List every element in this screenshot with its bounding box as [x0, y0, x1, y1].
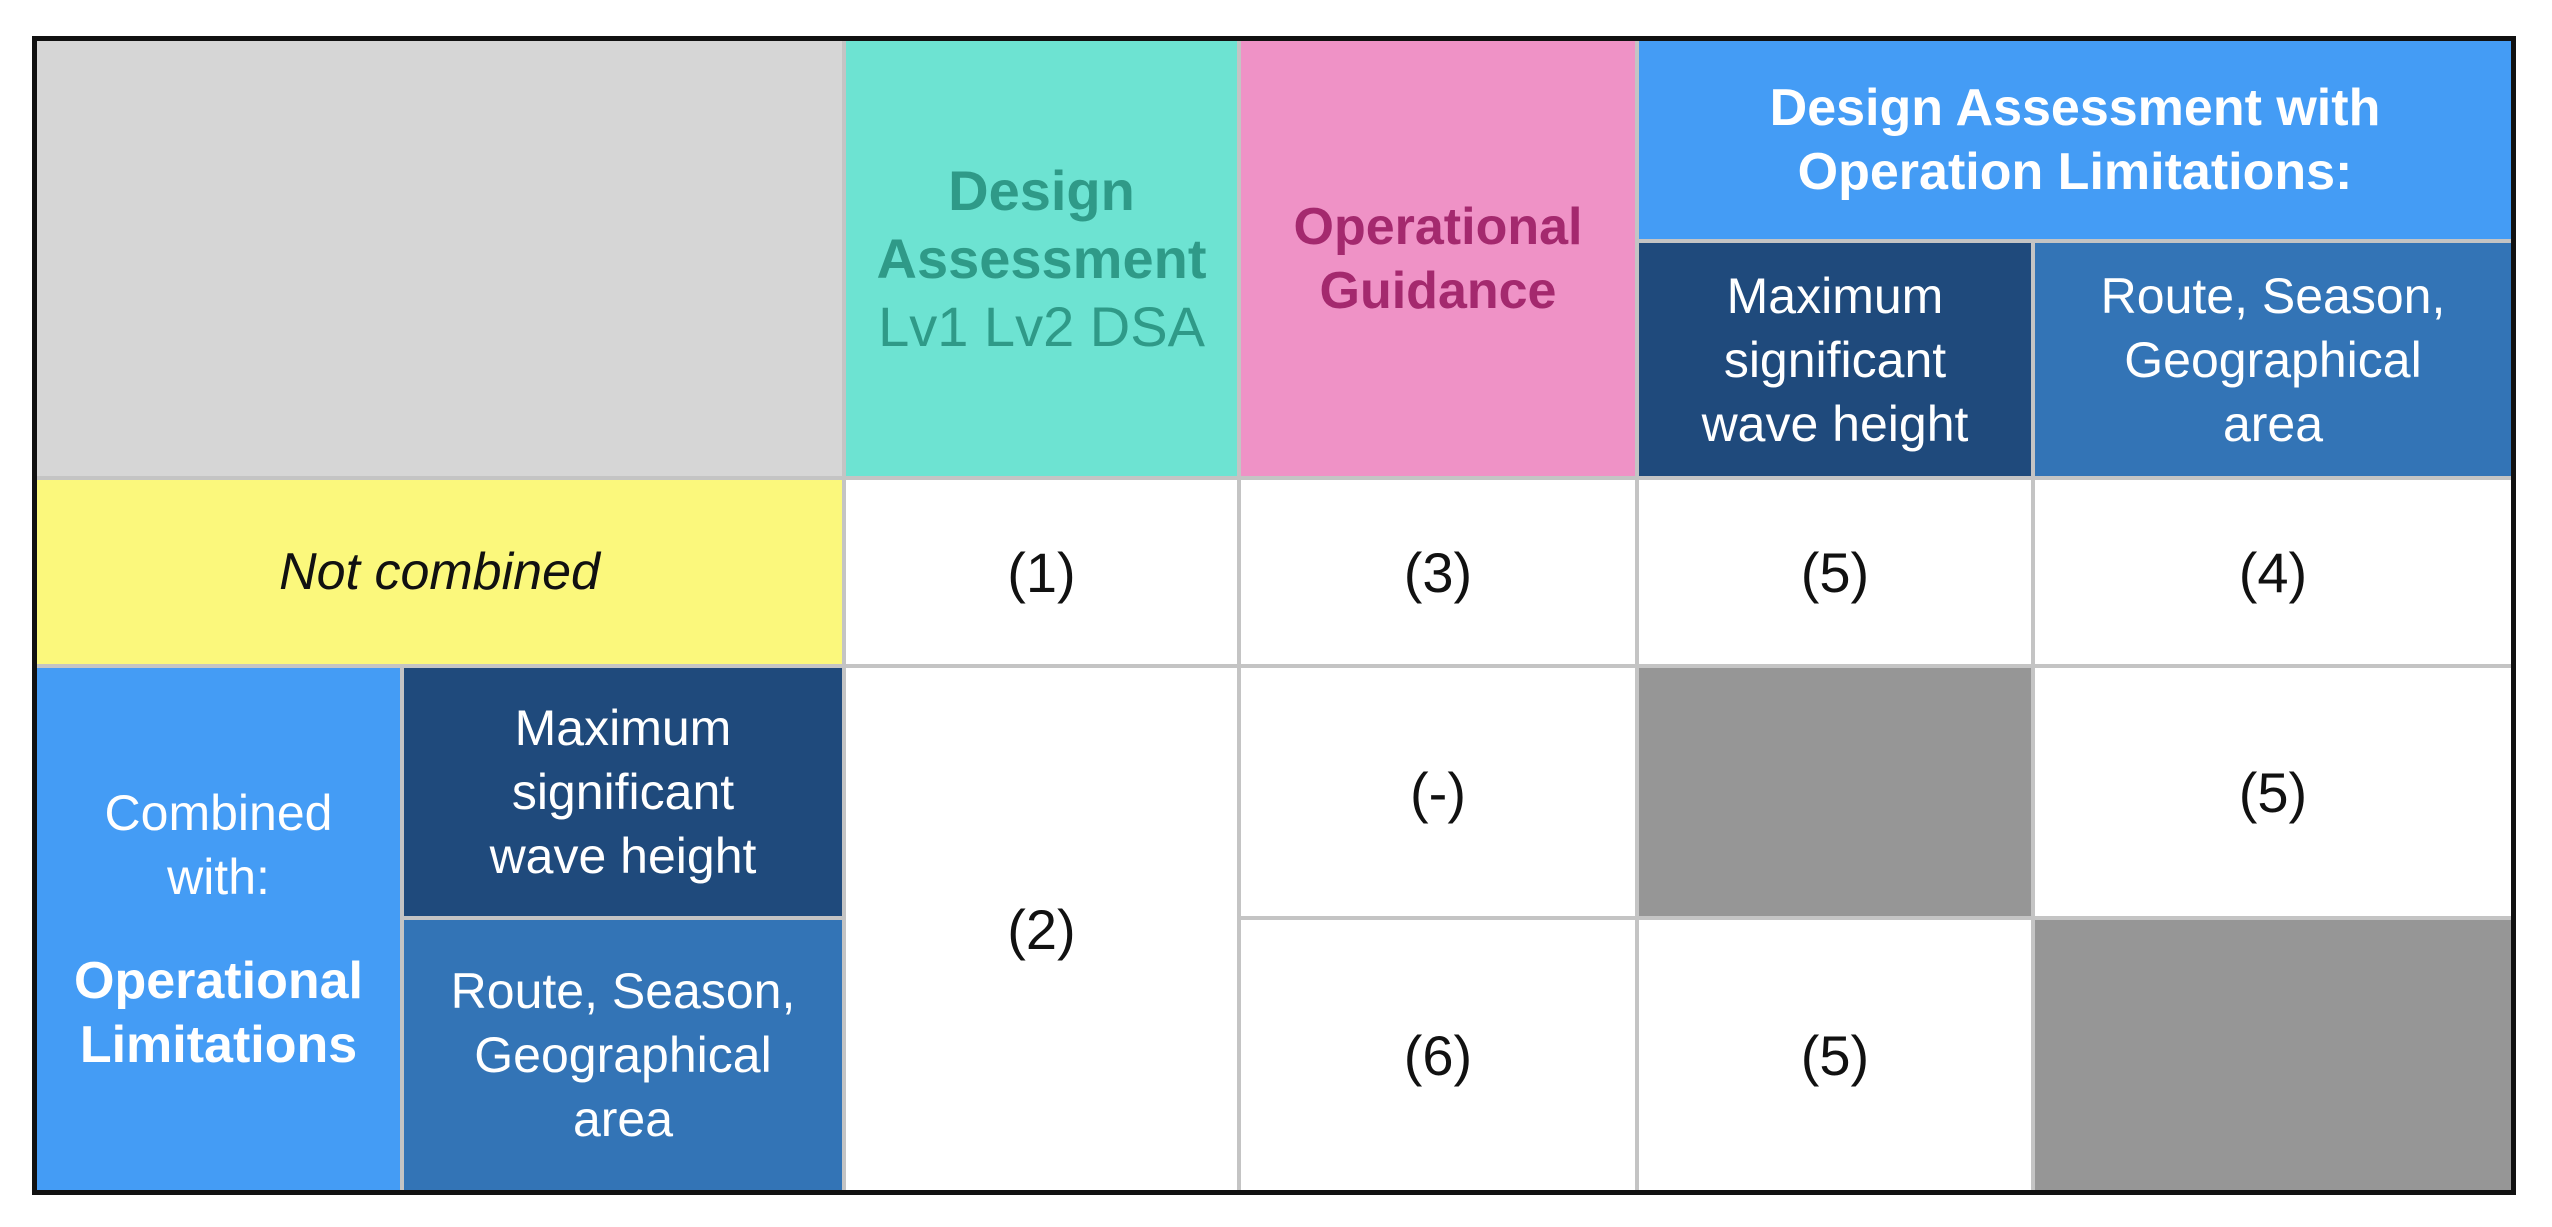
route-label-line1: Route, Season, [450, 963, 796, 1019]
header-sub-wave-line1: Maximum [1726, 267, 1944, 324]
header-sub-wave-height: Maximum significant wave height [1639, 243, 2031, 476]
value-1: (1) [1007, 540, 1076, 604]
corner-cell [37, 41, 842, 476]
wave-label-line2: significant [511, 764, 735, 820]
header-sub-wave-line3: wave height [1701, 395, 1969, 452]
value-5: (5) [1800, 540, 1870, 604]
value-5-wave-route: (5) [2238, 760, 2308, 824]
header-guidance-line1: Operational [1293, 197, 1583, 256]
header-sub-route: Route, Season, Geographical area [2035, 243, 2511, 476]
value-4: (4) [2238, 540, 2308, 604]
wave-label-line1: Maximum [514, 700, 732, 756]
header-sub-wave-line2: significant [1723, 331, 1947, 388]
row-label-route: Route, Season, Geographical area [404, 920, 842, 1190]
header-sub-route-line2: Geographical [2124, 331, 2422, 388]
combined-label-line1: Combined [104, 785, 333, 841]
cell-wave-route: (5) [2035, 668, 2511, 916]
header-sub-route-line3: area [2222, 395, 2324, 452]
cell-not-combined-design: (1) [846, 480, 1237, 664]
route-label-line3: area [572, 1091, 674, 1147]
header-design-title-line2: Assessment [876, 226, 1207, 290]
value-5-route-wave: (5) [1800, 1023, 1870, 1087]
header-limits-title-line2: Operation Limitations: [1797, 143, 2353, 201]
combined-label-bold-line1: Operational [74, 952, 363, 1010]
value-2: (2) [1007, 897, 1076, 961]
value-3: (3) [1403, 540, 1473, 604]
value-dash: (-) [1410, 760, 1466, 824]
header-design-assessment: Design Assessment Lv1 Lv2 DSA [846, 41, 1237, 476]
cell-not-combined-route: (4) [2035, 480, 2511, 664]
header-guidance-line2: Guidance [1319, 261, 1557, 320]
header-operational-guidance: Operational Guidance [1241, 41, 1635, 476]
cell-wave-guidance: (-) [1241, 668, 1635, 916]
cell-route-guidance: (6) [1241, 920, 1635, 1190]
header-sub-route-line1: Route, Season, [2100, 267, 2446, 324]
row-label-not-combined: Not combined [37, 480, 842, 664]
matrix-table: Design Assessment Lv1 Lv2 DSA Operationa… [32, 36, 2516, 1195]
wave-label-line3: wave height [489, 828, 757, 884]
cell-combined-design: (2) [846, 668, 1237, 1190]
row-label-combined: Combined with: Operational Limitations [37, 668, 400, 1190]
header-design-subtitle: Lv1 Lv2 DSA [878, 294, 1205, 358]
header-design-title-line1: Design [948, 158, 1135, 222]
combined-label-line2: with: [167, 849, 270, 905]
header-limits-title-line1: Design Assessment with [1769, 79, 2381, 137]
not-combined-label: Not combined [279, 543, 600, 601]
row-label-wave-height: Maximum significant wave height [404, 668, 842, 916]
value-6: (6) [1403, 1023, 1473, 1087]
combined-label-bold-line2: Limitations [79, 1016, 358, 1074]
route-label-line2: Geographical [474, 1027, 772, 1083]
cell-wave-wave-empty [1639, 668, 2031, 916]
cell-not-combined-wave: (5) [1639, 480, 2031, 664]
header-design-with-limitations: Design Assessment with Operation Limitat… [1639, 41, 2511, 239]
cell-not-combined-guidance: (3) [1241, 480, 1635, 664]
cell-route-wave: (5) [1639, 920, 2031, 1190]
cell-route-route-empty [2035, 920, 2511, 1190]
